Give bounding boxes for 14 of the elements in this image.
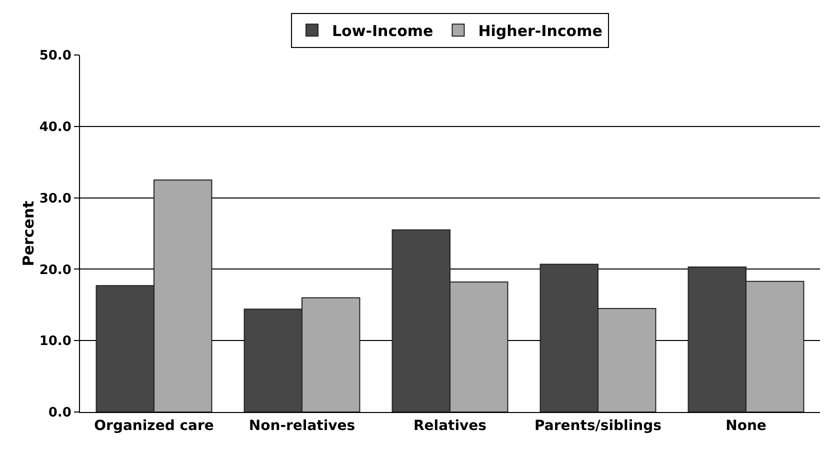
- x-tick-label: Relatives: [414, 418, 486, 434]
- x-tick-label: Parents/siblings: [534, 418, 662, 434]
- y-axis-title: Percent: [19, 200, 38, 266]
- x-tick-label: None: [726, 418, 766, 434]
- legend-label: Higher-Income: [478, 22, 602, 40]
- x-tick-label: Organized care: [94, 418, 214, 434]
- x-tick-label: Non-relatives: [248, 418, 356, 434]
- y-tick-label: 0.0: [48, 406, 72, 421]
- y-tick-label: 30.0: [39, 191, 72, 206]
- y-tick-label: 50.0: [39, 48, 72, 64]
- y-tick-label: 20.0: [39, 262, 72, 278]
- y-tick-label: 10.0: [39, 334, 72, 350]
- y-tick-label: 40.0: [39, 120, 72, 135]
- legend-label: Low-Income: [332, 22, 434, 40]
